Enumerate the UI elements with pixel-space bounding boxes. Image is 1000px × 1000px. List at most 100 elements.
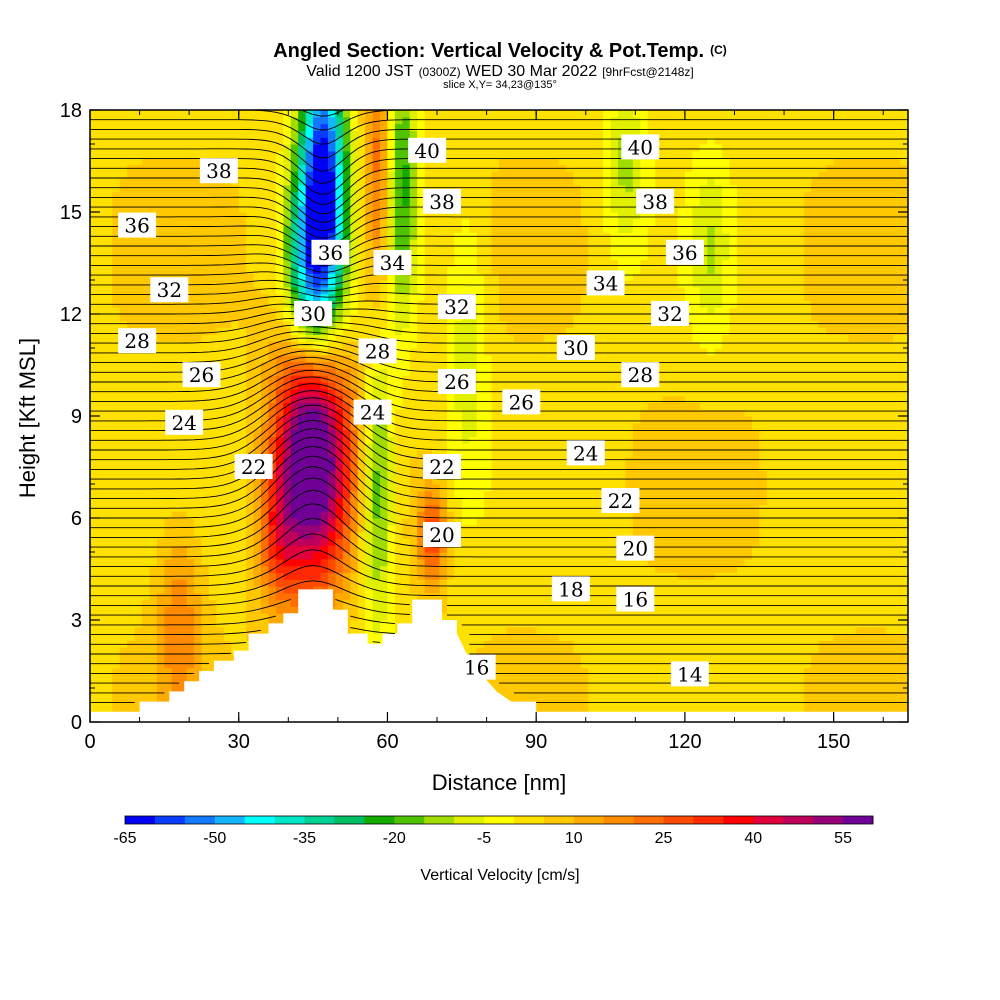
velocity-cell (223, 218, 232, 227)
velocity-cell (164, 626, 173, 635)
velocity-cell (439, 218, 448, 227)
velocity-cell (253, 558, 262, 567)
velocity-cell (90, 239, 99, 247)
velocity-cell (216, 504, 225, 512)
velocity-cell (476, 130, 485, 138)
velocity-cell (335, 443, 344, 451)
velocity-cell (112, 123, 121, 131)
velocity-cell (216, 586, 225, 594)
velocity-cell (298, 327, 307, 335)
velocity-cell (357, 552, 366, 560)
velocity-cell (298, 259, 307, 267)
velocity-cell (484, 327, 493, 335)
velocity-cell (208, 579, 218, 587)
velocity-cell (156, 518, 165, 526)
velocity-cell (290, 164, 299, 172)
velocity-cell (402, 490, 411, 499)
velocity-cell (171, 579, 180, 587)
velocity-cell (283, 375, 292, 383)
velocity-cell (268, 280, 277, 288)
velocity-cell (90, 565, 99, 573)
velocity-cell (268, 307, 277, 315)
velocity-cell (283, 361, 292, 369)
velocity-cell (424, 579, 433, 587)
velocity-cell (253, 620, 262, 628)
velocity-cell (194, 592, 203, 601)
velocity-cell (261, 252, 270, 261)
velocity-cell (350, 348, 359, 356)
velocity-cell (156, 123, 165, 131)
velocity-cell (268, 341, 277, 349)
velocity-cell (298, 293, 307, 301)
velocity-cell (149, 409, 158, 417)
velocity-cell (97, 218, 106, 227)
velocity-cell (387, 586, 396, 594)
velocity-cell (365, 497, 374, 505)
velocity-cell (261, 531, 270, 539)
velocity-cell (119, 178, 128, 186)
velocity-cell (491, 497, 500, 505)
velocity-cell (432, 334, 441, 342)
velocity-cell (365, 552, 374, 560)
velocity-cell (298, 470, 307, 478)
velocity-cell (417, 586, 426, 594)
velocity-cell (142, 463, 151, 471)
velocity-cell (432, 307, 441, 315)
velocity-cell (201, 470, 210, 478)
velocity-cell (417, 273, 426, 281)
velocity-cell (104, 157, 113, 165)
velocity-cell (454, 552, 463, 560)
velocity-cell (246, 354, 255, 363)
velocity-cell (290, 463, 299, 471)
velocity-cell (357, 137, 366, 145)
velocity-cell (402, 307, 411, 315)
velocity-cell (97, 524, 106, 533)
velocity-cell (402, 157, 411, 165)
velocity-cell (127, 382, 136, 390)
velocity-cell (305, 395, 314, 403)
velocity-cell (313, 429, 322, 437)
velocity-cell (90, 429, 99, 437)
velocity-cell (290, 456, 299, 465)
velocity-cell (484, 565, 493, 573)
velocity-cell (208, 320, 218, 329)
velocity-cell (186, 150, 195, 159)
velocity-cell (261, 436, 270, 444)
velocity-cell (216, 470, 225, 478)
velocity-cell (432, 348, 441, 356)
velocity-cell (387, 443, 396, 451)
velocity-cell (469, 123, 478, 131)
velocity-cell (119, 184, 128, 193)
velocity-cell (186, 654, 195, 662)
velocity-cell (491, 307, 500, 315)
velocity-cell (484, 463, 493, 471)
velocity-cell (149, 647, 158, 655)
velocity-cell (461, 341, 470, 349)
velocity-cell (305, 470, 314, 478)
velocity-cell (424, 171, 433, 179)
velocity-cell (127, 626, 136, 635)
velocity-cell (171, 123, 180, 131)
velocity-cell (372, 490, 381, 499)
velocity-cell (238, 354, 247, 363)
velocity-cell (417, 205, 426, 213)
velocity-cell (290, 178, 299, 186)
velocity-cell (283, 429, 292, 437)
velocity-cell (298, 137, 307, 145)
velocity-cell (476, 218, 485, 227)
velocity-cell (350, 144, 359, 152)
velocity-cell (253, 545, 262, 553)
velocity-cell (171, 191, 180, 199)
velocity-cell (454, 110, 463, 118)
velocity-cell (305, 157, 314, 165)
velocity-cell (402, 565, 411, 573)
velocity-cell (491, 579, 500, 587)
velocity-cell (499, 443, 508, 451)
velocity-cell (179, 565, 188, 573)
velocity-cell (342, 130, 351, 138)
velocity-cell (171, 184, 180, 193)
velocity-cell (253, 314, 262, 322)
velocity-cell (342, 348, 351, 356)
velocity-cell (469, 348, 478, 356)
velocity-cell (90, 558, 99, 567)
